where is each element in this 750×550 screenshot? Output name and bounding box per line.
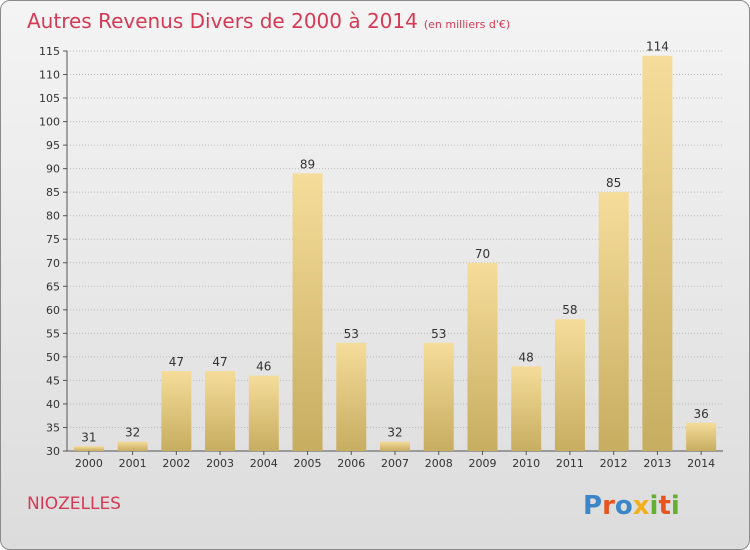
data-label: 32	[125, 426, 140, 440]
x-tick-label: 2012	[600, 457, 628, 470]
chart-title: Autres Revenus Divers de 2000 à 2014 (en …	[27, 9, 510, 33]
y-tick-label: 100	[39, 116, 60, 129]
x-tick-label: 2001	[119, 457, 147, 470]
y-tick-label: 65	[46, 280, 60, 293]
logo-letter: P	[583, 491, 603, 521]
data-label: 53	[431, 327, 446, 341]
x-tick-label: 2002	[162, 457, 190, 470]
bar	[511, 366, 542, 451]
logo-letter: x	[632, 491, 650, 521]
logo-letter: t	[658, 491, 671, 521]
title-unit: (en milliers d'€)	[423, 18, 511, 31]
data-label: 31	[81, 430, 96, 444]
bar	[598, 192, 629, 452]
x-tick-label: 2003	[206, 457, 234, 470]
y-tick-label: 45	[46, 374, 60, 387]
x-tick-label: 2013	[643, 457, 671, 470]
x-tick-label: 2014	[687, 457, 715, 470]
data-label: 36	[693, 407, 708, 421]
data-label: 53	[344, 327, 359, 341]
x-tick-label: 2000	[75, 457, 103, 470]
data-label: 70	[475, 247, 490, 261]
bar	[423, 342, 454, 451]
data-label: 114	[646, 40, 669, 54]
y-tick-label: 60	[46, 304, 60, 317]
y-tick-label: 90	[46, 163, 60, 176]
x-tick-label: 2011	[556, 457, 584, 470]
logo-letter: r	[602, 491, 615, 521]
logo-letter: i	[670, 491, 680, 521]
logo-letter: i	[649, 491, 659, 521]
bar	[161, 371, 192, 451]
data-label: 48	[519, 350, 534, 364]
y-tick-label: 70	[46, 257, 60, 270]
y-tick-label: 50	[46, 351, 60, 364]
y-tick-label: 75	[46, 233, 60, 246]
y-tick-label: 105	[39, 92, 60, 105]
x-tick-label: 2009	[468, 457, 496, 470]
bar	[117, 441, 148, 451]
bar	[73, 446, 104, 451]
x-tick-label: 2010	[512, 457, 540, 470]
data-label: 47	[169, 355, 184, 369]
y-tick-label: 55	[46, 327, 60, 340]
y-tick-label: 95	[46, 139, 60, 152]
bar	[642, 55, 673, 452]
bar	[686, 422, 717, 451]
y-tick-label: 115	[39, 45, 60, 58]
x-tick-label: 2004	[250, 457, 278, 470]
x-tick-label: 2006	[337, 457, 365, 470]
data-label: 47	[212, 355, 227, 369]
bar	[292, 173, 323, 451]
y-tick-label: 80	[46, 210, 60, 223]
data-label: 89	[300, 157, 315, 171]
proxiti-logo: Proxiti	[583, 491, 680, 521]
x-tick-label: 2008	[425, 457, 453, 470]
logo-letter: o	[614, 491, 633, 521]
data-label: 32	[387, 426, 402, 440]
y-tick-label: 110	[39, 69, 60, 82]
x-tick-label: 2007	[381, 457, 409, 470]
x-tick-label: 2005	[294, 457, 322, 470]
bar	[205, 371, 236, 451]
y-tick-label: 35	[46, 421, 60, 434]
title-text: Autres Revenus Divers de 2000 à 2014	[27, 9, 418, 33]
y-tick-label: 85	[46, 186, 60, 199]
bar	[554, 319, 585, 451]
bar	[248, 375, 279, 451]
data-label: 58	[562, 303, 577, 317]
y-tick-label: 30	[46, 445, 60, 458]
data-label: 85	[606, 176, 621, 190]
bar	[467, 262, 498, 451]
y-tick-label: 40	[46, 398, 60, 411]
bar	[336, 342, 367, 451]
bar	[380, 441, 410, 451]
place-name: NIOZELLES	[27, 494, 121, 514]
data-label: 46	[256, 360, 271, 374]
